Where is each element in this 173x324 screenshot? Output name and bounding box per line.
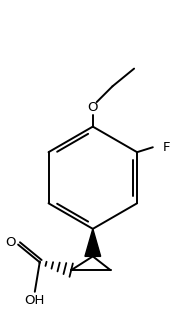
Polygon shape [85, 229, 101, 256]
Text: F: F [163, 141, 170, 154]
Text: OH: OH [25, 294, 45, 307]
Text: O: O [5, 236, 16, 249]
Text: O: O [88, 101, 98, 114]
